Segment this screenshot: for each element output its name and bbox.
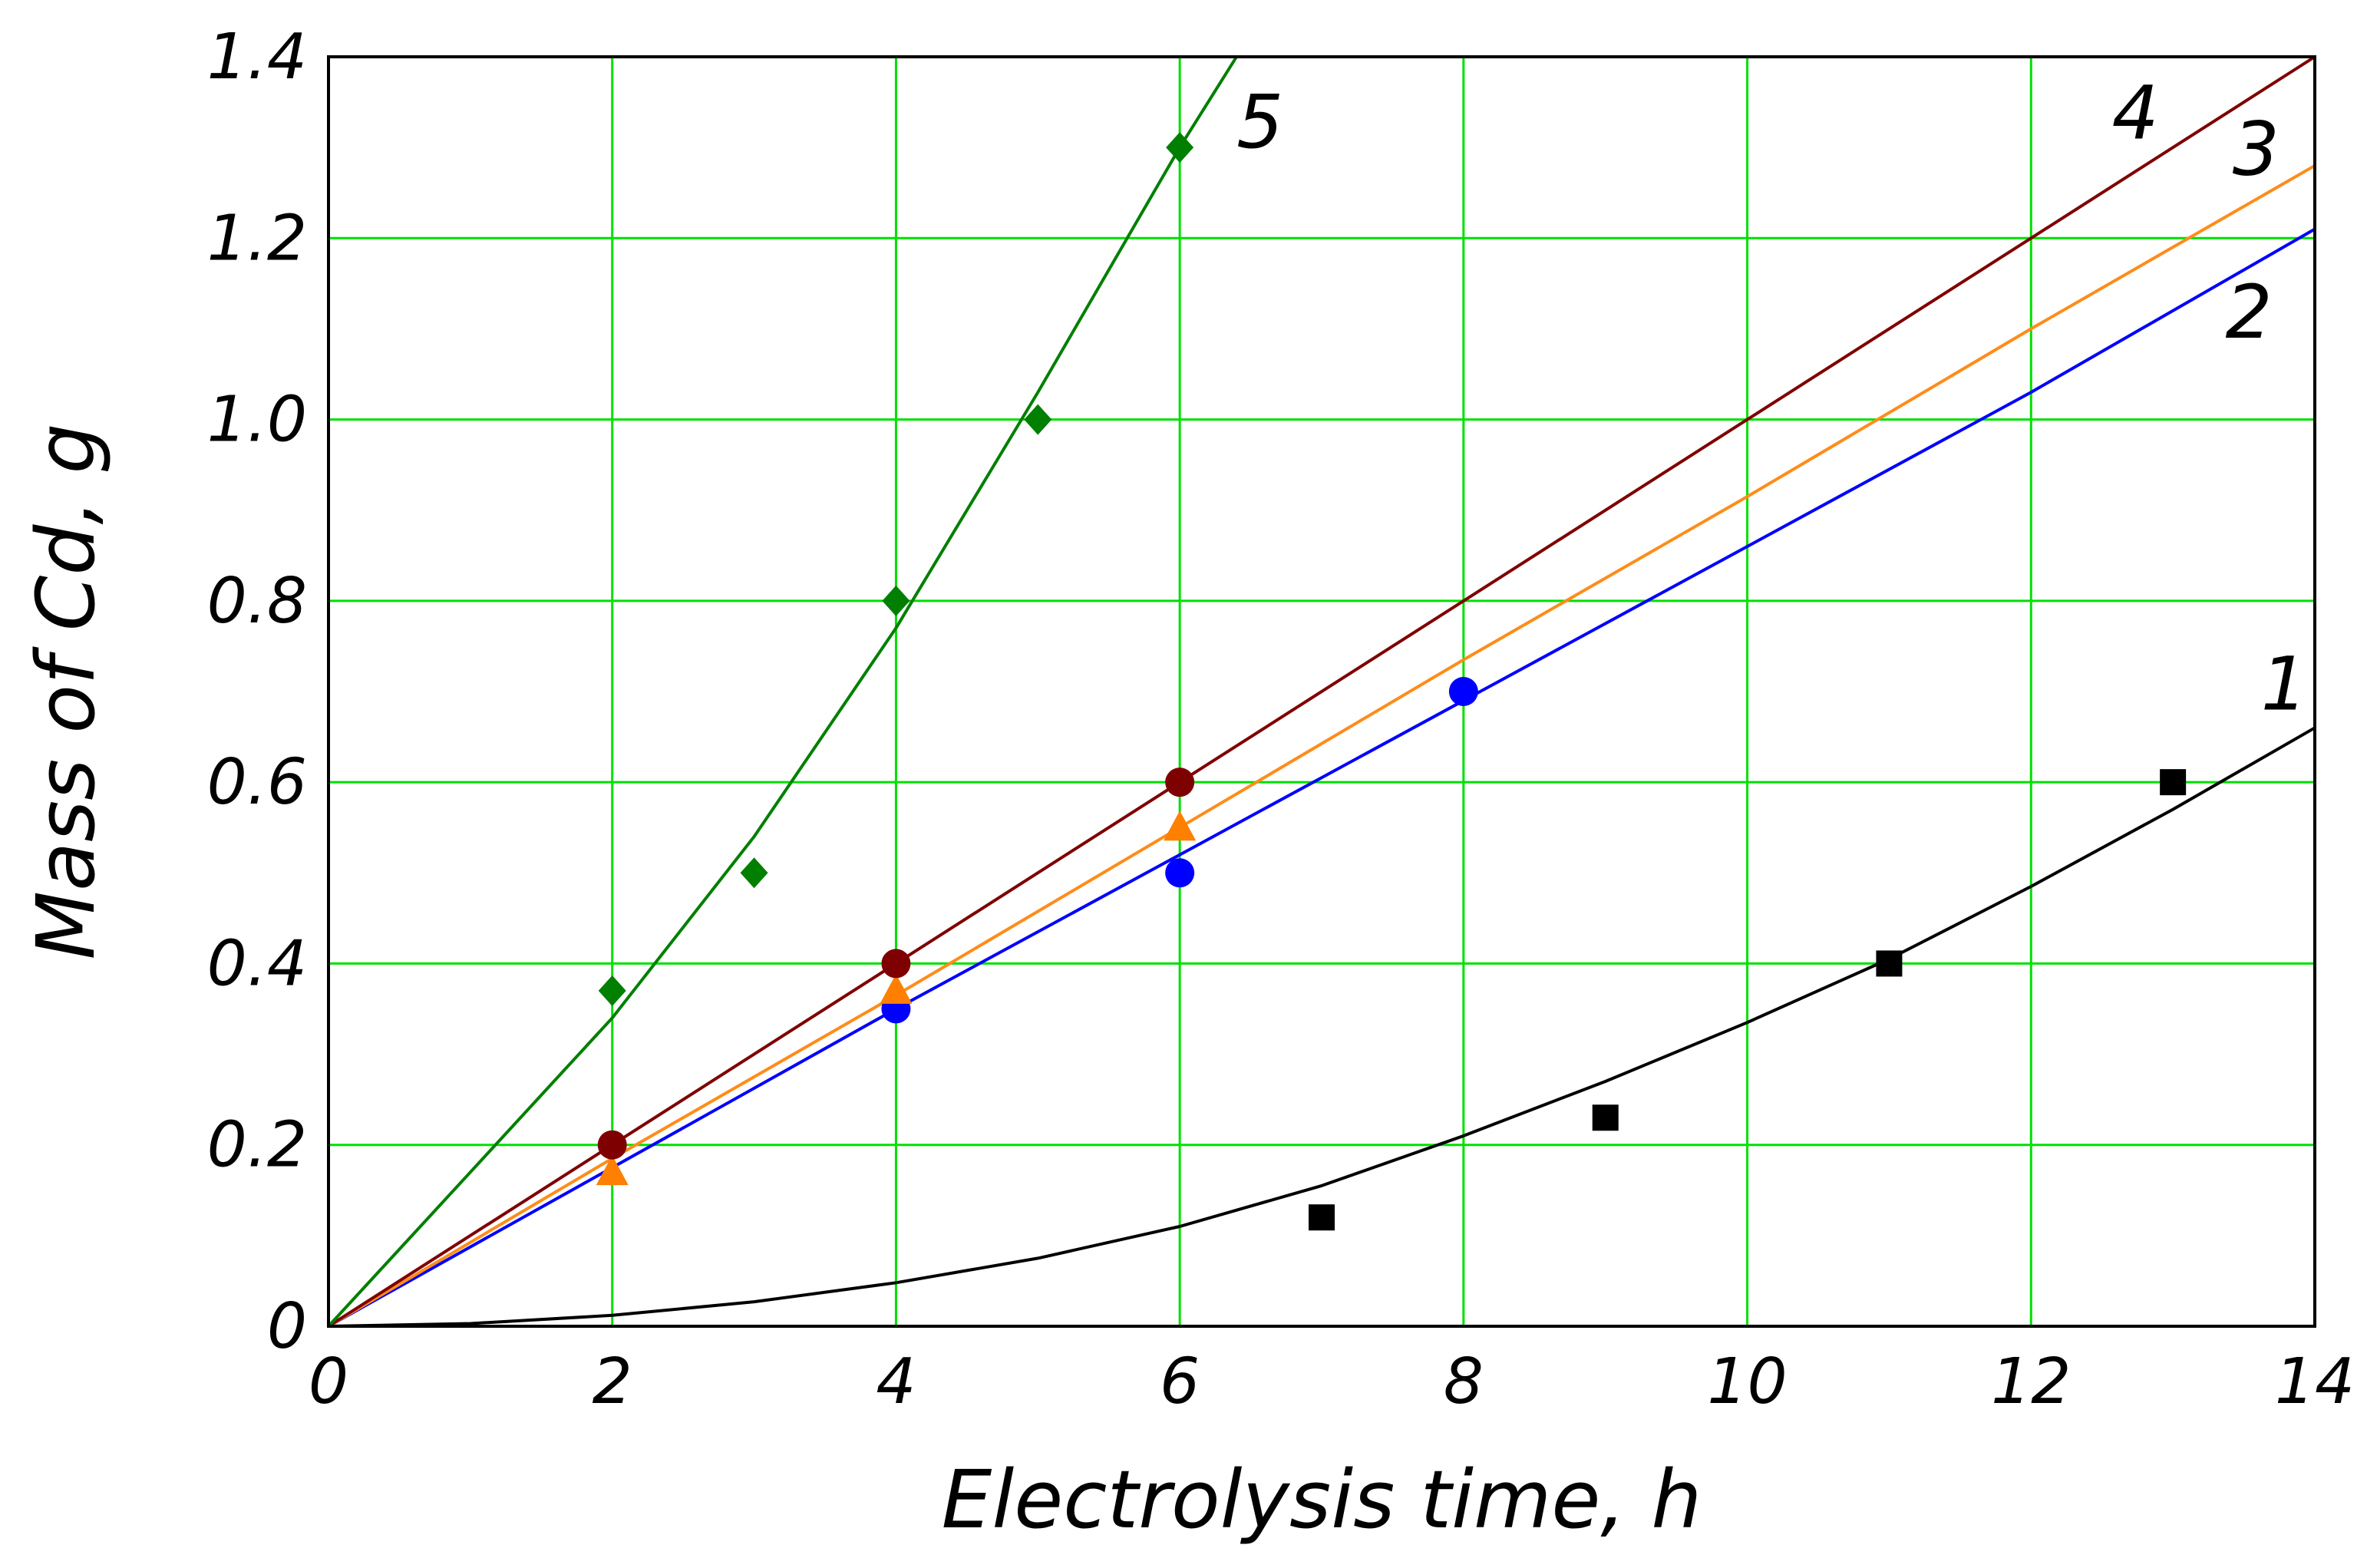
- series-5-fit-line: [327, 55, 1238, 1328]
- y-tick-label: 0.8: [207, 565, 307, 638]
- series-3-point: [880, 973, 913, 1004]
- series-tags: 1 2 34 5: [1236, 70, 2308, 727]
- series-5-point: [882, 585, 910, 616]
- x-tick-label: 4: [876, 1345, 916, 1418]
- series-2-tag: 2: [2225, 269, 2272, 355]
- y-tick-label: 0.2: [207, 1109, 307, 1182]
- y-tick-label: 1.4: [207, 21, 307, 94]
- series-2-point: [1165, 858, 1195, 888]
- series-1-point: [1309, 1204, 1335, 1231]
- series-4-point: [597, 1130, 627, 1160]
- plot-frame: [327, 55, 2316, 1328]
- y-axis-title: Mass of Cd, g: [19, 424, 113, 960]
- series-1-point: [2160, 769, 2187, 796]
- x-tick-label: 0: [309, 1345, 348, 1418]
- series-5-point: [598, 975, 626, 1006]
- y-tick-label: 1.2: [207, 202, 307, 275]
- x-tick-label: 12: [1991, 1345, 2071, 1418]
- series-4-fit-line: [327, 55, 2316, 1328]
- x-axis-title: Electrolysis time, h: [942, 1453, 1702, 1547]
- series-2-point: [1448, 677, 1478, 706]
- y-tick-label: 0: [267, 1290, 307, 1363]
- series-2-fit-line: [328, 227, 2316, 1328]
- series-3-point: [596, 1155, 629, 1186]
- series-3-tag: 3: [2233, 107, 2280, 193]
- x-tick-label: 8: [1444, 1345, 1484, 1418]
- series-4-point: [1165, 767, 1195, 797]
- series-1-point: [1876, 950, 1903, 977]
- x-tick-label: 2: [593, 1345, 632, 1418]
- data-markers: [596, 132, 2187, 1231]
- series-4-tag: 4: [2112, 70, 2159, 156]
- x-tick-label: 10: [1707, 1345, 1787, 1418]
- fit-lines: [327, 55, 2316, 1328]
- series-1-point: [1592, 1104, 1619, 1131]
- x-tick-label: 14: [2275, 1345, 2355, 1418]
- series-5-point: [1024, 404, 1052, 435]
- series-5-point: [740, 857, 768, 889]
- series-5-tag: 5: [1236, 79, 1283, 165]
- y-tick-label: 0.4: [207, 927, 307, 1000]
- y-tick-label: 0.6: [207, 746, 307, 819]
- series-1-fit-line: [328, 726, 2316, 1328]
- x-tick-label: 6: [1160, 1345, 1200, 1418]
- y-tick-label: 1.0: [207, 384, 307, 457]
- series-3-point: [1164, 810, 1197, 841]
- series-3-fit-line: [327, 164, 2316, 1328]
- series-4-point: [881, 949, 911, 979]
- series-5-point: [1166, 132, 1194, 163]
- series-1-tag: 1: [2261, 642, 2308, 728]
